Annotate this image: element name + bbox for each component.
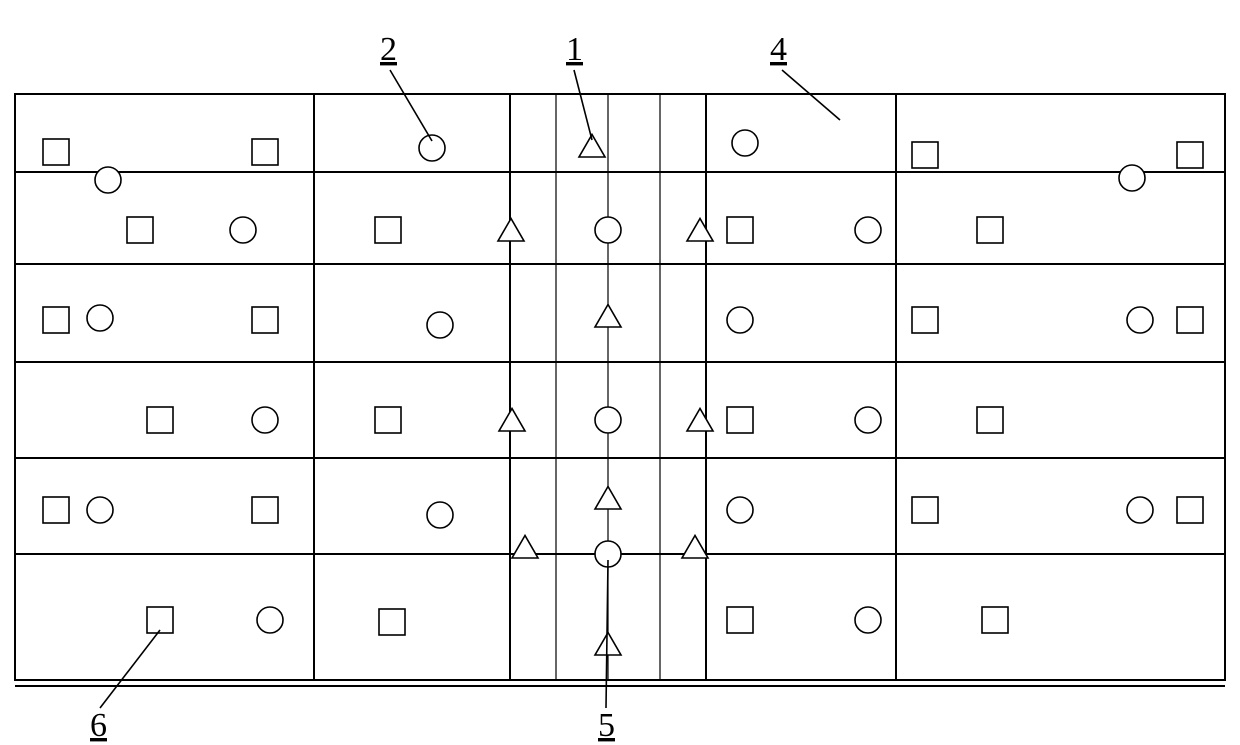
symbol-circle — [732, 130, 758, 156]
callout-leader — [574, 70, 592, 140]
symbol-triangle — [595, 304, 621, 327]
symbol-square — [147, 607, 173, 633]
symbol-triangle — [595, 632, 621, 655]
symbol-circle — [427, 312, 453, 338]
symbol-circle — [595, 217, 621, 243]
symbol-square — [982, 607, 1008, 633]
symbol-circle — [1119, 165, 1145, 191]
symbol-square — [727, 607, 753, 633]
symbol-square — [977, 217, 1003, 243]
symbol-circle — [427, 502, 453, 528]
symbol-circle — [95, 167, 121, 193]
symbol-square — [977, 407, 1003, 433]
symbol-square — [252, 139, 278, 165]
symbol-square — [375, 407, 401, 433]
symbol-square — [727, 407, 753, 433]
symbol-square — [1177, 142, 1203, 168]
symbol-circle — [1127, 497, 1153, 523]
symbol-triangle — [512, 535, 538, 558]
grid-outer — [15, 94, 1225, 680]
symbol-circle — [230, 217, 256, 243]
symbol-square — [1177, 307, 1203, 333]
symbol-square — [43, 497, 69, 523]
symbol-square — [252, 307, 278, 333]
symbol-circle — [252, 407, 278, 433]
callout-leader — [100, 630, 160, 708]
diagram-canvas: 1 2 4 5 6 — [0, 0, 1240, 745]
symbol-triangle — [498, 218, 524, 241]
symbol-triangle — [682, 535, 708, 558]
symbol-square — [147, 407, 173, 433]
symbol-square — [912, 307, 938, 333]
symbol-circle — [595, 407, 621, 433]
symbol-circle — [727, 307, 753, 333]
symbol-circle — [419, 135, 445, 161]
callout-label-1: 1 — [566, 31, 583, 68]
symbol-triangle — [687, 218, 713, 241]
symbol-square — [127, 217, 153, 243]
symbol-triangle — [499, 408, 525, 431]
callout-label-6: 6 — [90, 707, 107, 744]
callout-label-2: 2 — [380, 31, 397, 68]
symbol-square — [912, 142, 938, 168]
symbol-triangle — [595, 486, 621, 509]
symbol-circle — [87, 497, 113, 523]
callout-label-4: 4 — [770, 31, 787, 68]
callout-leader — [390, 70, 432, 141]
symbol-square — [43, 139, 69, 165]
callout-label-5: 5 — [598, 707, 615, 744]
symbol-circle — [855, 217, 881, 243]
symbol-circle — [87, 305, 113, 331]
symbol-square — [379, 609, 405, 635]
symbol-circle — [855, 407, 881, 433]
symbol-square — [43, 307, 69, 333]
symbol-square — [252, 497, 278, 523]
symbol-circle — [1127, 307, 1153, 333]
symbol-square — [1177, 497, 1203, 523]
symbol-square — [912, 497, 938, 523]
symbol-circle — [855, 607, 881, 633]
symbol-square — [375, 217, 401, 243]
symbol-circle — [257, 607, 283, 633]
symbol-circle — [727, 497, 753, 523]
symbol-square — [727, 217, 753, 243]
symbol-triangle — [687, 408, 713, 431]
